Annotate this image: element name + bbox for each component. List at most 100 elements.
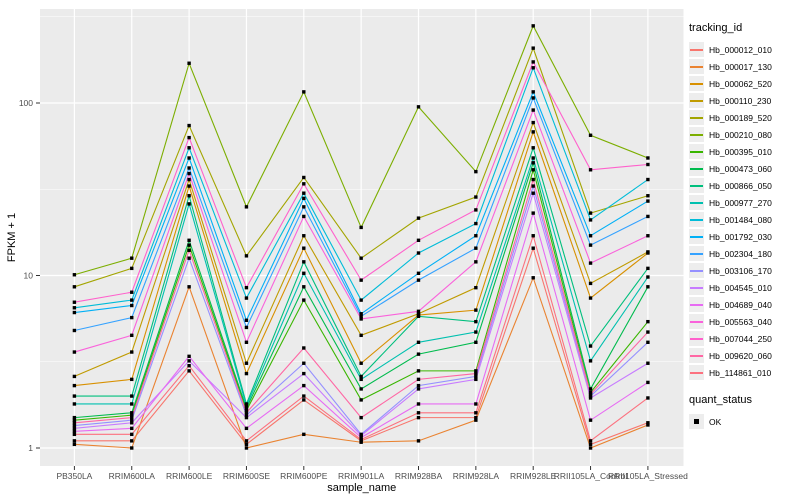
data-point-marker — [72, 394, 77, 398]
x-tick-label: RRIM600SE — [223, 471, 271, 481]
data-point-marker — [646, 319, 650, 324]
series-color-line-icon — [690, 303, 703, 306]
data-point-marker — [474, 169, 478, 174]
data-point-marker — [187, 156, 191, 160]
line-chart-canvas: PB350LA RRIM600LA RRIM600LE RRIM600SE RRIM60… — [6, 9, 688, 494]
series-color-line-icon — [690, 150, 703, 153]
data-point-marker — [130, 266, 134, 271]
data-point-marker — [474, 415, 478, 420]
data-point-marker — [531, 184, 535, 188]
data-point-marker — [187, 194, 191, 198]
data-point-marker — [72, 273, 77, 277]
legend-panel: tracking_id Hb_000012_010 Hb_000017_130 Hb… — [689, 22, 797, 430]
x-tick-label: PB350LA — [56, 471, 92, 481]
data-point-marker — [359, 312, 363, 316]
legend-key-swatch — [689, 161, 704, 176]
data-point-marker — [244, 340, 249, 344]
data-point-marker — [187, 359, 191, 363]
legend-tracking-items: Hb_000012_010 Hb_000017_130 Hb_000062_520 H… — [689, 41, 797, 381]
data-point-marker — [474, 402, 478, 406]
data-point-marker — [72, 415, 77, 420]
data-point-marker — [588, 243, 593, 247]
data-point-marker — [474, 371, 478, 376]
data-point-marker — [646, 361, 650, 365]
data-point-marker — [130, 315, 134, 320]
legend-item-Hb_000110_230: Hb_000110_230 — [689, 92, 797, 109]
data-point-marker — [244, 406, 249, 410]
data-point-marker — [359, 387, 363, 391]
data-point-marker — [474, 308, 478, 312]
x-tick-label: RRIM600LA — [109, 471, 156, 481]
data-point-marker — [588, 261, 593, 265]
data-point-marker — [130, 402, 134, 406]
legend-item-Hb_000473_060: Hb_000473_060 — [689, 160, 797, 177]
data-point-marker — [359, 278, 363, 282]
data-point-marker — [531, 120, 535, 125]
legend-item-Hb_114861_010: Hb_114861_010 — [689, 364, 797, 381]
y-tick-label: 1 — [28, 443, 33, 453]
x-tick-label: RRIM928LA — [453, 471, 500, 481]
legend-item-label: Hb_003106_170 — [709, 265, 772, 276]
data-point-marker — [531, 168, 535, 172]
data-point-marker — [416, 415, 421, 420]
data-point-marker — [531, 90, 535, 94]
series-color-line-icon — [690, 116, 703, 119]
x-tick-label: RRIM600PE — [280, 471, 328, 481]
data-point-marker — [646, 380, 650, 385]
data-point-marker — [588, 442, 593, 447]
data-point-marker — [359, 374, 363, 379]
legend-key-swatch — [689, 76, 704, 91]
series-color-line-icon — [690, 133, 703, 136]
data-point-marker — [302, 214, 306, 219]
legend-item-Hb_000977_270: Hb_000977_270 — [689, 194, 797, 211]
data-point-marker — [302, 285, 306, 289]
data-point-marker — [416, 369, 421, 373]
data-point-marker — [588, 439, 593, 443]
x-tick-label: RRII105LA_Stressed — [608, 471, 688, 481]
legend-item-Hb_000062_520: Hb_000062_520 — [689, 75, 797, 92]
data-point-marker — [130, 377, 134, 382]
legend-item-Hb_005563_040: Hb_005563_040 — [689, 313, 797, 330]
data-point-marker — [359, 415, 363, 420]
data-point-marker — [359, 433, 363, 438]
data-point-marker — [474, 246, 478, 250]
data-point-marker — [130, 350, 134, 354]
data-point-marker — [474, 418, 478, 422]
data-point-marker — [416, 402, 421, 406]
data-point-marker — [302, 205, 306, 209]
data-point-marker — [416, 352, 421, 356]
legend-item-Hb_001792_030: Hb_001792_030 — [689, 228, 797, 245]
data-point-marker — [302, 196, 306, 201]
legend-item-Hb_001484_080: Hb_001484_080 — [689, 211, 797, 228]
legend-item-quant-ok: OK — [689, 413, 797, 430]
data-point-marker — [187, 135, 191, 140]
legend-item-label: Hb_009620_060 — [709, 350, 772, 361]
series-color-line-icon — [690, 184, 703, 187]
data-point-marker — [187, 166, 191, 170]
legend-item-label: Hb_000866_050 — [709, 180, 772, 191]
data-point-marker — [416, 340, 421, 344]
data-point-marker — [474, 260, 478, 264]
data-point-marker — [72, 439, 77, 443]
data-point-marker — [416, 278, 421, 282]
legend-item-label: Hb_000062_520 — [709, 78, 772, 89]
legend-item-Hb_000189_520: Hb_000189_520 — [689, 109, 797, 126]
data-point-marker — [187, 248, 191, 252]
data-point-marker — [359, 225, 363, 230]
data-point-marker — [588, 394, 593, 398]
series-color-line-icon — [690, 201, 703, 204]
series-color-line-icon — [690, 252, 703, 255]
legend-item-label: Hb_001792_030 — [709, 231, 772, 242]
data-point-marker — [130, 413, 134, 417]
legend-item-Hb_003106_170: Hb_003106_170 — [689, 262, 797, 279]
legend-item-label: Hb_000110_230 — [709, 95, 772, 106]
data-point-marker — [130, 421, 134, 425]
data-point-marker — [646, 330, 650, 334]
data-point-marker — [416, 314, 421, 319]
data-point-marker — [646, 421, 650, 425]
data-point-marker — [187, 256, 191, 260]
data-point-marker — [588, 234, 593, 238]
series-color-line-icon — [690, 167, 703, 170]
data-point-marker — [588, 359, 593, 363]
legend-item-Hb_000395_010: Hb_000395_010 — [689, 143, 797, 160]
